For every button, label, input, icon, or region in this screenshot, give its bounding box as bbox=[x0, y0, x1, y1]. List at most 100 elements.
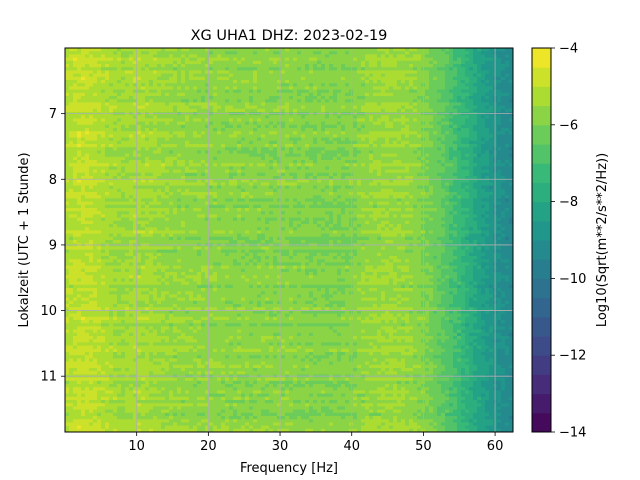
heatmap-cell bbox=[153, 144, 158, 148]
heatmap-cell bbox=[477, 134, 482, 139]
heatmap-cell bbox=[329, 102, 334, 107]
heatmap-cell bbox=[173, 76, 178, 81]
heatmap-cell bbox=[349, 150, 354, 155]
heatmap-cell bbox=[165, 57, 170, 62]
heatmap-cell bbox=[337, 118, 342, 123]
heatmap-cell bbox=[161, 54, 166, 59]
heatmap-cell bbox=[317, 169, 322, 174]
heatmap-cell bbox=[497, 153, 502, 158]
heatmap-cell bbox=[253, 163, 258, 167]
heatmap-cell bbox=[65, 70, 70, 75]
heatmap-cell bbox=[217, 131, 222, 135]
heatmap-cell bbox=[381, 102, 386, 107]
heatmap-cell bbox=[309, 67, 314, 71]
heatmap-cell bbox=[129, 89, 134, 94]
heatmap-cell bbox=[193, 67, 198, 71]
heatmap-cell bbox=[345, 99, 350, 103]
heatmap-cell bbox=[489, 156, 494, 161]
heatmap-cell bbox=[181, 80, 186, 84]
heatmap-cell bbox=[453, 54, 458, 59]
heatmap-cell bbox=[201, 70, 206, 75]
heatmap-cell bbox=[285, 80, 290, 84]
heatmap-cell bbox=[153, 96, 158, 100]
heatmap-cell bbox=[333, 76, 338, 81]
heatmap-cell bbox=[337, 147, 342, 151]
heatmap-cell bbox=[117, 57, 122, 62]
heatmap-cell bbox=[257, 144, 262, 148]
heatmap-cell bbox=[273, 48, 278, 52]
heatmap-cell bbox=[213, 147, 218, 151]
heatmap-cell bbox=[445, 83, 450, 87]
heatmap-cell bbox=[265, 86, 270, 91]
heatmap-cell bbox=[405, 131, 410, 135]
heatmap-cell bbox=[97, 57, 102, 62]
heatmap-cell bbox=[241, 160, 246, 164]
heatmap-cell bbox=[201, 54, 206, 59]
heatmap-cell bbox=[305, 96, 310, 100]
heatmap-cell bbox=[113, 102, 118, 107]
heatmap-cell bbox=[329, 96, 334, 100]
heatmap-cell bbox=[217, 92, 222, 97]
heatmap-cell bbox=[273, 73, 278, 78]
heatmap-cell bbox=[141, 83, 146, 87]
heatmap-cell bbox=[309, 60, 314, 65]
heatmap-cell bbox=[225, 115, 230, 119]
heatmap-cell bbox=[341, 169, 346, 174]
heatmap-cell bbox=[329, 137, 334, 142]
heatmap-cell bbox=[449, 89, 454, 94]
heatmap-cell bbox=[441, 128, 446, 132]
heatmap-cells bbox=[65, 48, 513, 432]
heatmap-cell bbox=[289, 92, 294, 97]
heatmap-cell bbox=[501, 128, 506, 132]
heatmap-cell bbox=[449, 115, 454, 119]
heatmap-cell bbox=[221, 54, 226, 59]
heatmap-cell bbox=[433, 89, 438, 94]
heatmap-cell bbox=[209, 121, 214, 126]
heatmap-cell bbox=[293, 48, 298, 52]
heatmap-cell bbox=[81, 67, 86, 71]
heatmap-cell bbox=[197, 102, 202, 107]
heatmap-cell bbox=[449, 60, 454, 65]
heatmap-cell bbox=[81, 89, 86, 94]
heatmap-cell bbox=[101, 169, 106, 174]
heatmap-cell bbox=[473, 83, 478, 87]
heatmap-cell bbox=[189, 54, 194, 59]
heatmap-cell bbox=[241, 70, 246, 75]
heatmap-cell bbox=[489, 118, 494, 123]
heatmap-cell bbox=[145, 99, 150, 103]
heatmap-cell bbox=[297, 54, 302, 59]
heatmap-cell bbox=[97, 124, 102, 129]
heatmap-cell bbox=[73, 99, 78, 103]
heatmap-cell bbox=[301, 160, 306, 164]
heatmap-cell bbox=[121, 169, 126, 174]
heatmap-cell bbox=[433, 76, 438, 81]
heatmap-cell bbox=[365, 60, 370, 65]
heatmap-cell bbox=[265, 57, 270, 62]
heatmap-cell bbox=[369, 54, 374, 59]
heatmap-cell bbox=[137, 156, 142, 161]
heatmap-cell bbox=[185, 147, 190, 151]
heatmap-cell bbox=[501, 48, 506, 52]
heatmap-cell bbox=[385, 105, 390, 110]
heatmap-cell bbox=[337, 76, 342, 81]
heatmap-cell bbox=[337, 153, 342, 158]
heatmap-cell bbox=[93, 67, 98, 71]
heatmap-cell bbox=[425, 60, 430, 65]
heatmap-cell bbox=[405, 105, 410, 110]
heatmap-cell bbox=[313, 102, 318, 107]
heatmap-cell bbox=[265, 128, 270, 132]
heatmap-cell bbox=[173, 134, 178, 139]
heatmap-cell bbox=[381, 147, 386, 151]
heatmap-cell bbox=[169, 67, 174, 71]
heatmap-cell bbox=[165, 96, 170, 100]
heatmap-cell bbox=[489, 83, 494, 87]
heatmap-cell bbox=[189, 83, 194, 87]
heatmap-cell bbox=[353, 51, 358, 55]
heatmap-cell bbox=[169, 86, 174, 91]
heatmap-cell bbox=[121, 86, 126, 91]
heatmap-cell bbox=[301, 92, 306, 97]
heatmap-cell bbox=[125, 118, 130, 123]
heatmap-cell bbox=[273, 118, 278, 123]
heatmap-cell bbox=[73, 105, 78, 110]
heatmap-cell bbox=[69, 160, 74, 164]
